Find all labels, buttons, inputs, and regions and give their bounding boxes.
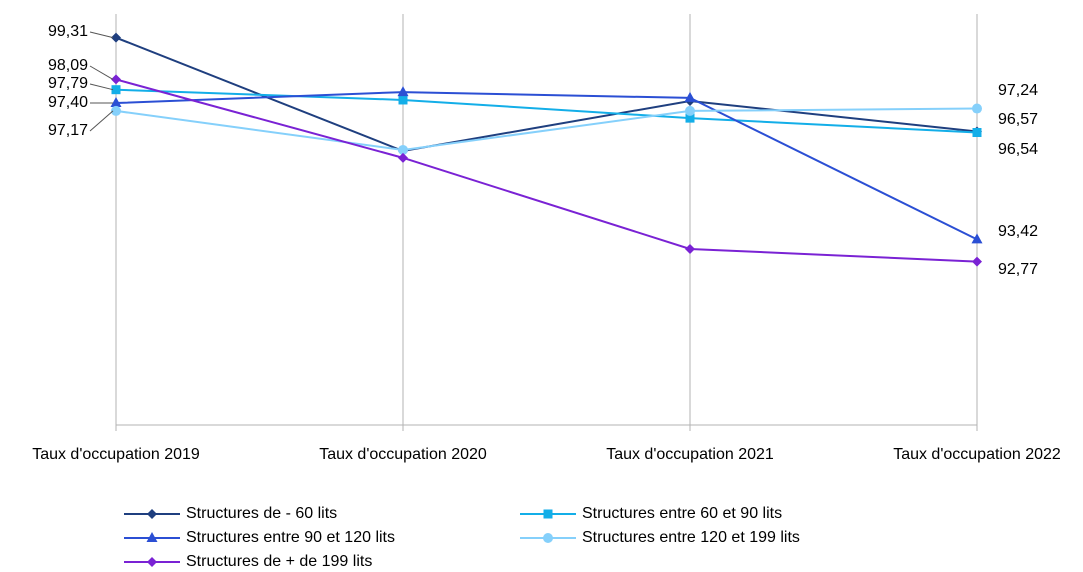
data-label: 92,77 (998, 261, 1038, 278)
x-tick-label: Taux d'occupation 2022 (893, 446, 1061, 463)
data-label: 97,40 (48, 94, 88, 111)
data-label: 97,79 (48, 75, 88, 92)
leader-line (89, 31, 114, 39)
legend-marker (147, 509, 157, 519)
data-point (398, 144, 408, 155)
data-point (111, 105, 121, 116)
leader-line (89, 110, 114, 132)
data-point (398, 95, 408, 105)
legend-label: Structures de + de 199 lits (186, 553, 372, 570)
data-point (685, 113, 695, 123)
legend-marker (543, 533, 553, 543)
leader-line (89, 83, 114, 91)
data-label: 97,24 (998, 82, 1038, 99)
legend-label: Structures entre 60 et 90 lits (582, 505, 782, 522)
data-point (684, 91, 696, 102)
legend-label: Structures entre 90 et 120 lits (186, 529, 395, 546)
data-point (110, 97, 122, 108)
x-tick-label: Taux d'occupation 2019 (32, 446, 200, 463)
data-point (971, 233, 983, 244)
legend-marker (543, 509, 553, 519)
leader-line (89, 65, 114, 80)
series-line (115, 88, 978, 134)
data-point (111, 74, 121, 85)
legend-marker (147, 557, 157, 567)
data-label: 98,09 (48, 57, 88, 74)
data-point (397, 86, 409, 97)
series-line (115, 107, 978, 151)
x-tick-label: Taux d'occupation 2020 (319, 446, 487, 463)
series-line (115, 91, 978, 241)
data-point (111, 32, 121, 43)
data-label: 96,57 (998, 111, 1038, 128)
data-point (972, 128, 982, 138)
data-label: 97,17 (48, 122, 88, 139)
series-line (115, 78, 978, 263)
data-point (398, 152, 408, 163)
data-label: 93,42 (998, 223, 1038, 240)
legend-label: Structures entre 120 et 199 lits (582, 529, 800, 546)
data-label: 96,54 (998, 141, 1038, 158)
data-point (685, 243, 695, 254)
data-point (685, 105, 695, 116)
legend-marker (146, 532, 158, 542)
x-tick-label: Taux d'occupation 2021 (606, 446, 774, 463)
data-point (972, 256, 982, 267)
data-label: 99,31 (48, 23, 88, 40)
data-point (972, 103, 982, 114)
data-point (111, 85, 121, 95)
legend-label: Structures de - 60 lits (186, 505, 337, 522)
